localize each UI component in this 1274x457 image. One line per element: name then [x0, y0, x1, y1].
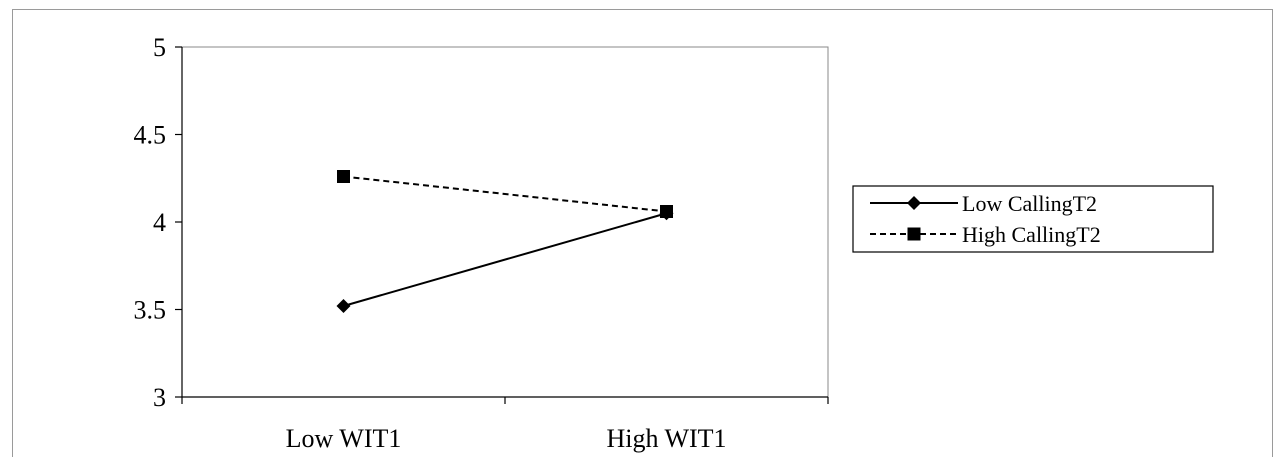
- legend-label-0: Low CallingT2: [962, 191, 1097, 216]
- legend-label-1: High CallingT2: [962, 222, 1101, 247]
- y-tick-label: 4: [153, 208, 166, 237]
- y-tick-label: 4.5: [134, 121, 167, 150]
- x-tick-label: Low WIT1: [286, 424, 402, 453]
- y-ticks: 3 3.5 4 4.5 5: [134, 33, 183, 412]
- series-1-point-0: [337, 170, 350, 183]
- plot-area: [182, 47, 828, 397]
- y-tick-label: 3.5: [134, 296, 167, 325]
- legend: Low CallingT2 High CallingT2: [853, 186, 1213, 252]
- y-tick-label: 5: [153, 33, 166, 62]
- legend-marker-1: [908, 228, 921, 241]
- x-tick-label: High WIT1: [606, 424, 726, 453]
- series-1-point-1: [660, 205, 673, 218]
- y-tick-label: 3: [153, 383, 166, 412]
- x-ticks: Low WIT1 High WIT1: [182, 397, 828, 453]
